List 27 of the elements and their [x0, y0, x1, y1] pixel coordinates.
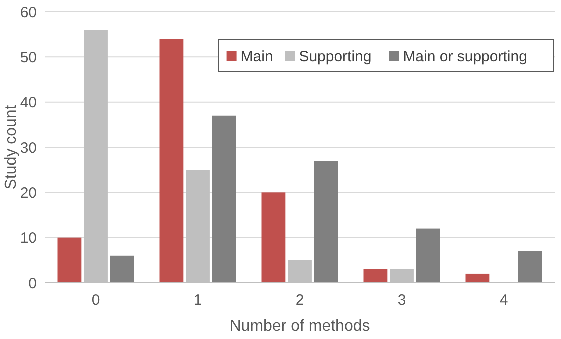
y-tick-label: 10	[20, 230, 37, 248]
x-tick-label: 2	[296, 292, 304, 309]
y-tick-label: 20	[20, 184, 37, 202]
y-tick-label: 60	[20, 4, 37, 22]
legend-label: Supporting	[299, 48, 372, 66]
y-axis-title: Study count	[3, 104, 20, 190]
bar	[364, 269, 388, 283]
y-tick-label: 30	[20, 140, 37, 157]
legend-label: Main or supporting	[403, 48, 528, 66]
x-tick-label: 0	[92, 292, 100, 309]
bar	[466, 274, 490, 283]
bar	[518, 251, 542, 283]
bar	[212, 116, 236, 283]
y-tick-label: 50	[20, 49, 37, 66]
bar	[110, 256, 134, 283]
bar	[314, 161, 338, 283]
bar	[160, 39, 184, 283]
bar	[58, 238, 82, 283]
y-tick-label: 0	[28, 275, 37, 292]
bar	[262, 192, 286, 283]
y-tick-label: 40	[20, 94, 37, 112]
legend-label: Main	[240, 48, 274, 66]
x-tick-label: 3	[398, 292, 406, 309]
x-tick-label: 1	[194, 292, 202, 309]
x-tick-label: 4	[500, 292, 508, 309]
x-axis-title: Number of methods	[230, 318, 370, 335]
bar	[416, 228, 440, 283]
